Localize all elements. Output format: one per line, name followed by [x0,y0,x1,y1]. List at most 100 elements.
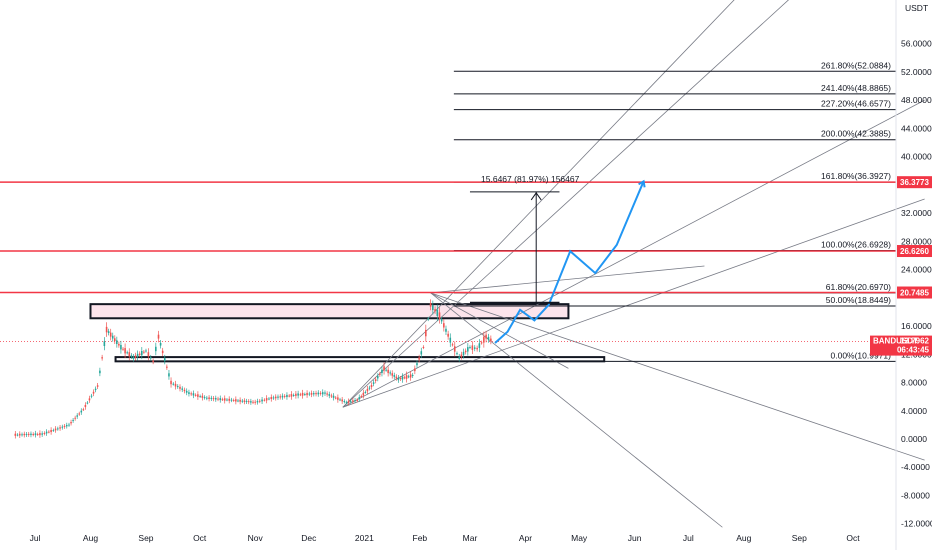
candle-body [185,390,188,393]
candle-body [272,397,275,399]
y-tick-label: 16.0000 [901,321,932,331]
projection-path [494,179,646,344]
candle-body [464,350,467,353]
candle-body [172,383,175,385]
x-tick-label: Apr [519,533,532,543]
candle-body [32,434,35,436]
candle-body [50,429,52,433]
candle-body [453,346,456,352]
candle-body [157,334,160,339]
candle-body [312,393,315,395]
candle-body [190,393,192,395]
candle-body [30,433,32,436]
fib-level-label: 261.80%(52.0884) [821,60,891,70]
candle-body [143,351,145,353]
candle-body [101,357,103,359]
candle-body [389,372,391,374]
candle-body [226,399,228,401]
candle-body [292,394,295,396]
candle-body [476,347,478,350]
y-tick-label: 40.0000 [901,152,932,162]
y-tick-label: 32.0000 [901,208,932,218]
candle-body [397,377,400,381]
candle-body [149,357,152,359]
candle-body [232,400,235,402]
candle-body [134,355,137,358]
candle-body [183,389,186,392]
candle-body [347,400,350,403]
candle-body [214,397,217,400]
candle-body [219,398,222,401]
candle-body [250,401,252,403]
y-tick-label: 24.0000 [901,265,932,275]
x-tick-label: Jul [30,533,41,543]
candle-body [116,340,118,345]
candle-body [385,369,387,371]
candle-body [168,373,170,377]
x-tick-label: Jul [683,533,694,543]
candle-body [376,376,379,379]
candle-body [467,347,469,352]
time-axis[interactable]: Jul Aug Sep Oct Nov Dec 2021 Feb Mar Apr May Jun Jul… [30,533,861,543]
candle-body [334,397,337,399]
candle-body [321,392,324,395]
candle-body [126,352,128,354]
candle-body [120,344,122,350]
last-price-badge: BANDUSDT 13.7962 06:43:45 [870,335,932,356]
price-series [0,299,896,439]
bar-countdown: 06:43:45 [897,346,930,355]
candle-body [366,388,369,392]
candle-body [57,428,59,430]
y-tick-label: 0.0000 [901,434,927,444]
candle-body [179,386,181,389]
candle-body [274,396,277,399]
candle-body [70,421,72,424]
candle-body [485,334,487,339]
candle-body [283,395,286,397]
candle-body [221,399,224,401]
candle-body [483,336,485,343]
support-zone [114,356,606,363]
candle-body [310,392,313,395]
candle-body [471,345,474,350]
candle-body [96,385,99,387]
currency-label: USDT [905,3,928,13]
candle-body [217,398,219,400]
candle-body [105,326,108,333]
candle-body [438,312,441,319]
x-tick-label: May [571,533,588,543]
trend-ray [342,0,789,408]
candle-body [113,338,116,342]
candle-body [122,348,124,350]
symbol-label: BANDUSDT [873,337,918,346]
candle-body [436,309,439,316]
candle-body [228,398,231,401]
level-price-badge [897,176,932,189]
level-price-label: 20.7485 [900,289,929,298]
trend-rays [342,0,925,528]
candle-body [304,394,306,396]
fib-level-label: 161.80%(36.3927) [821,171,891,181]
candle-body [352,400,354,402]
candle-body [403,377,406,379]
candle-body [25,433,28,435]
candle-body [319,392,322,394]
candle-body [362,392,365,396]
candle-body [86,402,89,404]
fib-level-label: 241.40%(48.8865) [821,83,891,93]
candle-body [39,433,41,436]
candle-body [379,373,381,375]
candle-body [368,387,371,389]
candle-body [43,433,46,435]
projection-line [494,180,645,344]
candle-body [194,394,197,396]
candle-body [61,426,64,428]
candle-body [458,356,461,359]
trend-ray [342,99,925,408]
trend-ray [342,0,735,408]
level-price-badge [897,286,932,299]
candle-body [45,431,48,434]
candle-body [241,400,244,402]
candle-body [210,397,213,399]
